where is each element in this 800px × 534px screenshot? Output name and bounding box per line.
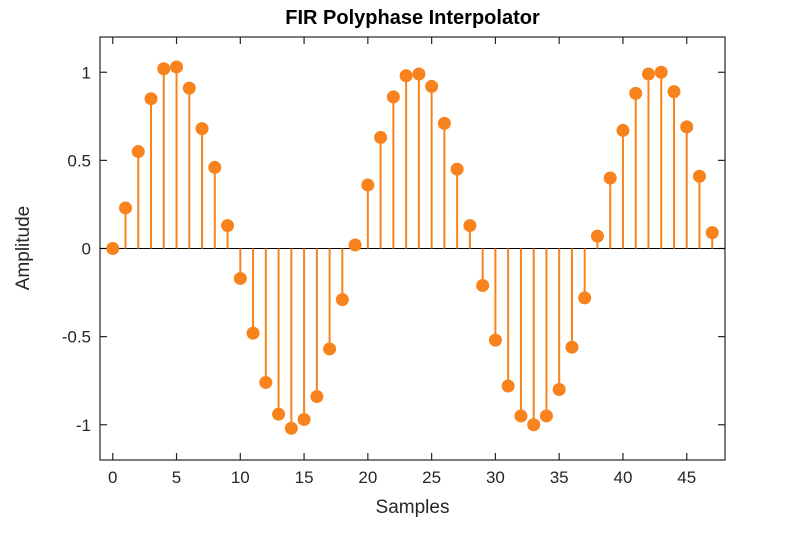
stem-marker — [501, 379, 515, 393]
y-axis-label: Amplitude — [13, 205, 34, 291]
stem-marker — [514, 409, 528, 423]
x-tick-label: 10 — [231, 468, 250, 487]
stem-marker — [680, 120, 694, 134]
stem-marker — [578, 291, 592, 305]
stem-marker — [692, 169, 706, 183]
stem-marker — [667, 85, 681, 99]
chart-title: FIR Polyphase Interpolator — [285, 7, 540, 29]
stem-marker — [641, 67, 655, 81]
stem-marker — [348, 238, 362, 252]
stem-marker — [437, 116, 451, 130]
x-tick-label: 40 — [613, 468, 632, 487]
stem-marker — [310, 390, 324, 404]
stem-marker — [246, 326, 260, 340]
x-tick-label: 5 — [172, 468, 181, 487]
stem-marker — [374, 130, 388, 144]
stem-marker — [272, 407, 286, 421]
stem-marker — [539, 409, 553, 423]
stem-marker — [488, 333, 502, 347]
x-tick-label: 45 — [677, 468, 696, 487]
stem-marker — [476, 279, 490, 293]
stem-marker — [386, 90, 400, 104]
stem-marker — [208, 160, 222, 174]
stem-marker — [412, 67, 426, 81]
stem-marker — [552, 383, 566, 396]
stem-marker — [590, 229, 604, 243]
stem-marker — [221, 219, 235, 233]
stem-marker — [616, 123, 630, 137]
stem-marker — [361, 178, 375, 192]
x-axis-label: Samples — [375, 497, 450, 518]
stem-marker — [705, 226, 719, 240]
stem-marker — [144, 92, 158, 106]
stem-marker — [654, 65, 668, 79]
y-tick-label: 0.5 — [67, 151, 91, 170]
stem-marker — [259, 375, 273, 389]
stem-marker — [425, 79, 439, 93]
x-tick-label: 35 — [550, 468, 569, 487]
x-tick-label: 15 — [295, 468, 314, 487]
stem-marker — [182, 81, 196, 95]
stem-marker — [131, 145, 145, 159]
stem-marker — [629, 86, 643, 100]
stem-marker — [284, 421, 298, 435]
stem-marker — [603, 171, 617, 185]
stem-marker — [335, 293, 349, 307]
y-tick-label: -1 — [76, 416, 91, 435]
stem-marker — [195, 122, 209, 136]
x-tick-label: 20 — [358, 468, 377, 487]
x-tick-label: 0 — [108, 468, 117, 487]
y-tick-label: 1 — [82, 63, 91, 82]
y-tick-label: -0.5 — [62, 328, 91, 347]
stem-marker — [106, 242, 120, 255]
x-tick-label: 30 — [486, 468, 505, 487]
stem-marker — [297, 412, 311, 426]
stem-marker — [565, 340, 579, 354]
x-tick-label: 25 — [422, 468, 441, 487]
stem-marker — [527, 418, 541, 432]
stem-marker — [463, 219, 477, 233]
stem-marker — [399, 69, 413, 83]
y-tick-label: 0 — [82, 240, 91, 259]
stem-marker — [119, 201, 133, 215]
stem-marker — [170, 60, 184, 74]
stem-marker — [323, 342, 337, 356]
stem-marker — [157, 62, 171, 76]
stem-marker — [233, 271, 247, 285]
stem-marker — [450, 162, 464, 176]
